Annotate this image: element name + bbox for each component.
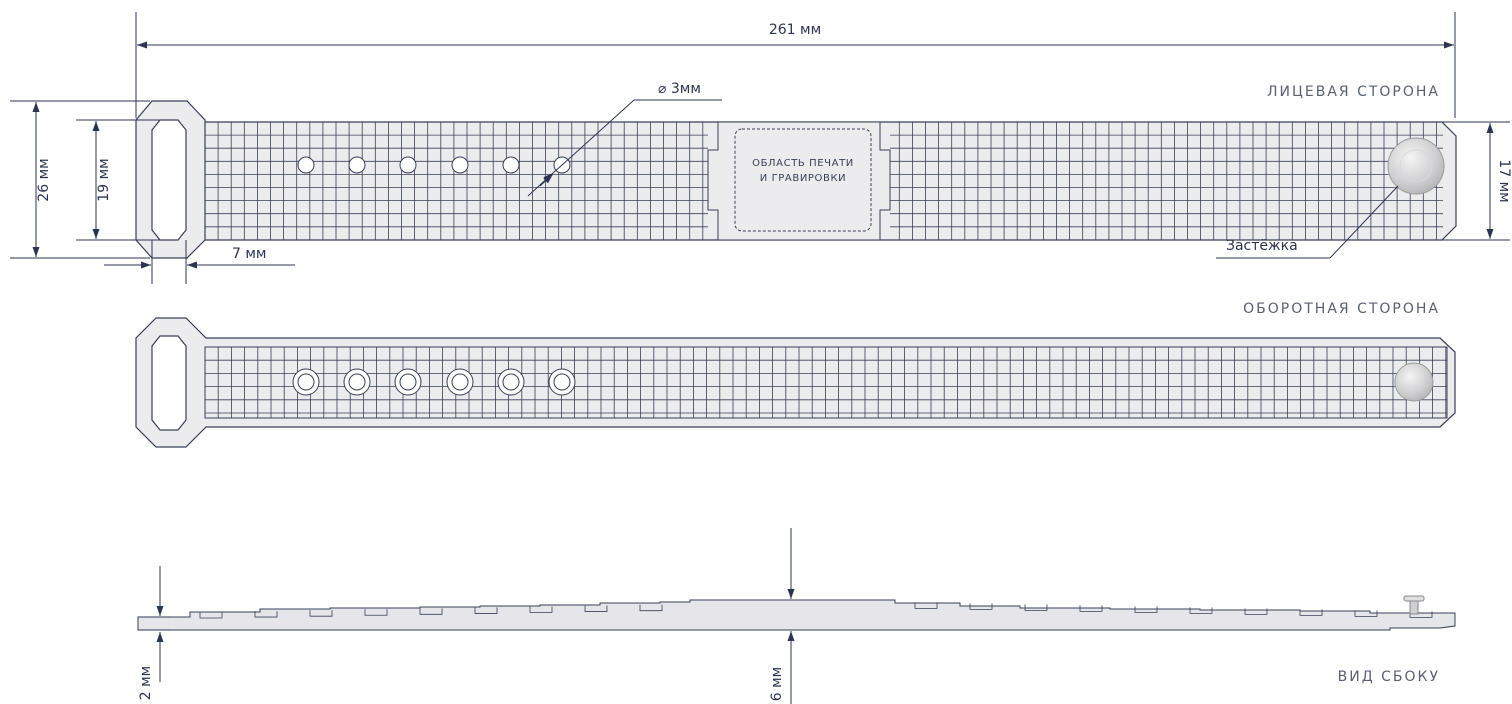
inner-width-label: 19 мм xyxy=(96,158,112,201)
front-hole xyxy=(502,156,520,174)
back-loop-hole xyxy=(151,335,187,431)
back-side-caption: ОБОРОТНАЯ СТОРОНА xyxy=(1243,301,1440,317)
front-loop-hole xyxy=(151,119,187,241)
loop-thickness-label: 7 мм xyxy=(232,246,266,262)
front-strap-outline xyxy=(205,121,1457,241)
hole-diameter-label: ⌀ 3мм xyxy=(658,81,701,97)
front-holes xyxy=(297,156,571,174)
back-strap-outline xyxy=(135,317,1456,448)
side-clasp-head xyxy=(1403,595,1425,602)
back-grid-frame xyxy=(204,346,1448,419)
front-view: ОБЛАСТЬ ПЕЧАТИ И ГРАВИРОВКИ xyxy=(135,100,1457,259)
print-area-label-1: ОБЛАСТЬ ПЕЧАТИ xyxy=(752,158,854,169)
print-area-label-2: И ГРАВИРОВКИ xyxy=(760,173,847,184)
side-clasp-pin xyxy=(1409,599,1419,615)
side-dimensions: 2 мм 6 мм xyxy=(138,528,795,704)
front-side-caption: ЛИЦЕВАЯ СТОРОНА xyxy=(1267,84,1440,100)
side-steps xyxy=(199,602,1433,619)
strap-width-label: 17 мм xyxy=(1496,159,1512,202)
back-eyelets xyxy=(292,368,576,396)
side-view xyxy=(137,595,1456,631)
back-clasp-icon xyxy=(1394,362,1434,402)
clasp-icon xyxy=(1387,137,1445,195)
center-thickness-label: 6 мм xyxy=(769,667,785,701)
side-view-caption: ВИД СБОКУ xyxy=(1338,669,1440,685)
eyelet xyxy=(343,368,371,396)
edge-thickness-label: 2 мм xyxy=(138,666,154,700)
front-hole xyxy=(451,156,469,174)
front-hole xyxy=(399,156,417,174)
clasp-inner xyxy=(1399,149,1433,183)
front-hole xyxy=(297,156,315,174)
eyelet xyxy=(292,368,320,396)
side-profile xyxy=(137,599,1456,631)
print-area xyxy=(734,128,872,232)
front-dimensions: 261 мм 26 мм 19 мм 17 мм 7 мм ⌀ 3мм Заст xyxy=(10,12,1512,284)
side-step-lines xyxy=(199,602,1433,619)
full-width-label: 26 мм xyxy=(36,158,52,201)
length-label: 261 мм xyxy=(769,22,821,38)
eyelet xyxy=(446,368,474,396)
eyelet xyxy=(548,368,576,396)
clasp-label: Застёжка xyxy=(1226,238,1298,254)
back-view xyxy=(135,317,1456,448)
front-hole xyxy=(348,156,366,174)
eyelet xyxy=(394,368,422,396)
eyelet xyxy=(497,368,525,396)
